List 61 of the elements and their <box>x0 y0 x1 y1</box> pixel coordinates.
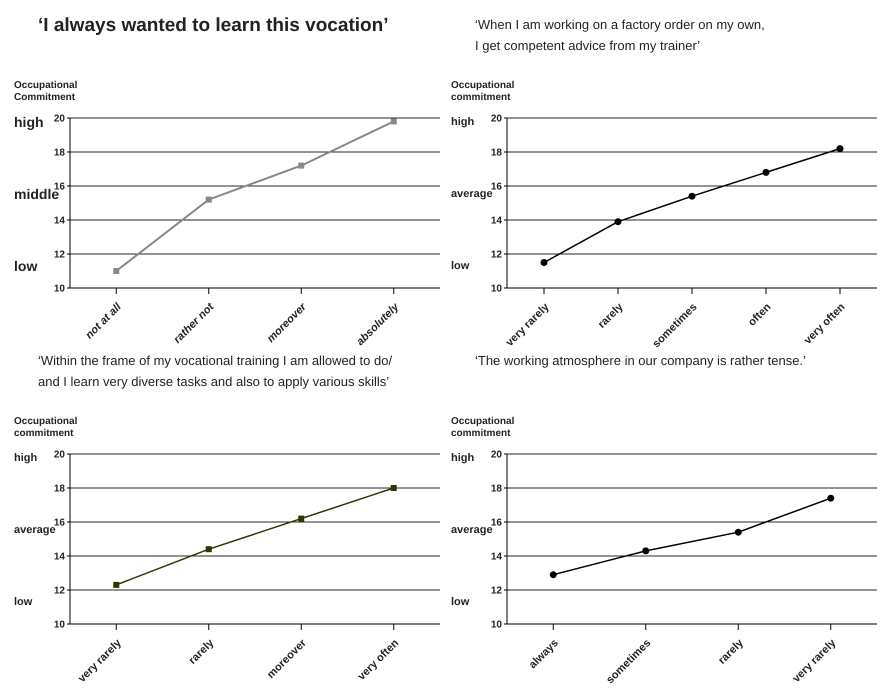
text: high <box>14 114 44 130</box>
chart-title: ‘Within the frame of my vocational training I am allowed to do/ and I learn very diverse tasks and also to apply various skills’ <box>38 353 392 389</box>
y-tick-label: 14 <box>490 216 502 227</box>
y-tick-label: 12 <box>54 586 66 597</box>
text: average <box>14 524 56 536</box>
y-tick-label: 16 <box>54 518 66 529</box>
x-tick-label: not at all <box>83 300 124 342</box>
point <box>836 145 844 152</box>
text: high <box>451 452 474 464</box>
point <box>827 494 834 502</box>
y-tick-label: 18 <box>490 484 502 495</box>
text: low <box>451 260 470 272</box>
point <box>642 547 650 554</box>
y-tick-label: 14 <box>54 552 66 563</box>
y-tick-label: 16 <box>490 518 502 529</box>
point <box>540 259 548 266</box>
y-tick-label: 20 <box>490 450 502 461</box>
y-tick-label: 20 <box>54 450 66 461</box>
point <box>298 162 304 169</box>
y-tick-label: 10 <box>54 284 66 295</box>
point <box>298 516 304 522</box>
point <box>206 546 212 552</box>
chart-title: ‘I always wanted to learn this vocation’ <box>37 14 390 38</box>
y-tick-label: 20 <box>54 114 66 125</box>
text: high <box>14 452 38 464</box>
chart-title: ‘When I am working on a factory order on my own, I get competent advice from my trainer’ <box>474 16 766 55</box>
point <box>614 218 622 226</box>
point <box>390 485 397 491</box>
point <box>550 571 557 578</box>
point <box>113 268 120 274</box>
text: low <box>14 258 38 274</box>
y-tick-label: 12 <box>490 586 502 597</box>
point <box>762 168 770 176</box>
text: average <box>451 524 493 536</box>
y-tick-label: 20 <box>490 114 502 125</box>
point <box>688 192 696 200</box>
y-tick-label: 12 <box>54 250 66 261</box>
text: average <box>451 188 493 200</box>
y-tick-label: 12 <box>490 250 502 261</box>
y-tick-label: 16 <box>54 182 66 193</box>
y-axis-title: Occupational commitment <box>13 416 78 441</box>
point <box>113 582 120 588</box>
y-tick-label: 10 <box>490 284 502 295</box>
point <box>390 118 397 124</box>
point <box>734 528 742 536</box>
y-tick-label: 14 <box>490 552 502 563</box>
text: high <box>451 116 474 128</box>
text: low <box>451 596 470 608</box>
y-axis-title: Occupational commitment <box>450 80 516 105</box>
point <box>206 196 212 203</box>
y-tick-label: 18 <box>490 148 502 159</box>
y-tick-label: 14 <box>54 216 66 227</box>
y-tick-label: 10 <box>490 620 502 631</box>
y-tick-label: 18 <box>54 148 66 159</box>
text: low <box>14 596 32 608</box>
chart-title: ‘The working atmosphere in our company is rather tense.’ <box>475 353 806 368</box>
y-axis-title: Occupational Commitment <box>13 80 78 105</box>
y-axis-title: Occupational commitment <box>450 416 516 441</box>
y-tick-label: 16 <box>490 182 502 193</box>
y-tick-label: 10 <box>54 620 66 631</box>
y-tick-label: 18 <box>54 484 66 495</box>
